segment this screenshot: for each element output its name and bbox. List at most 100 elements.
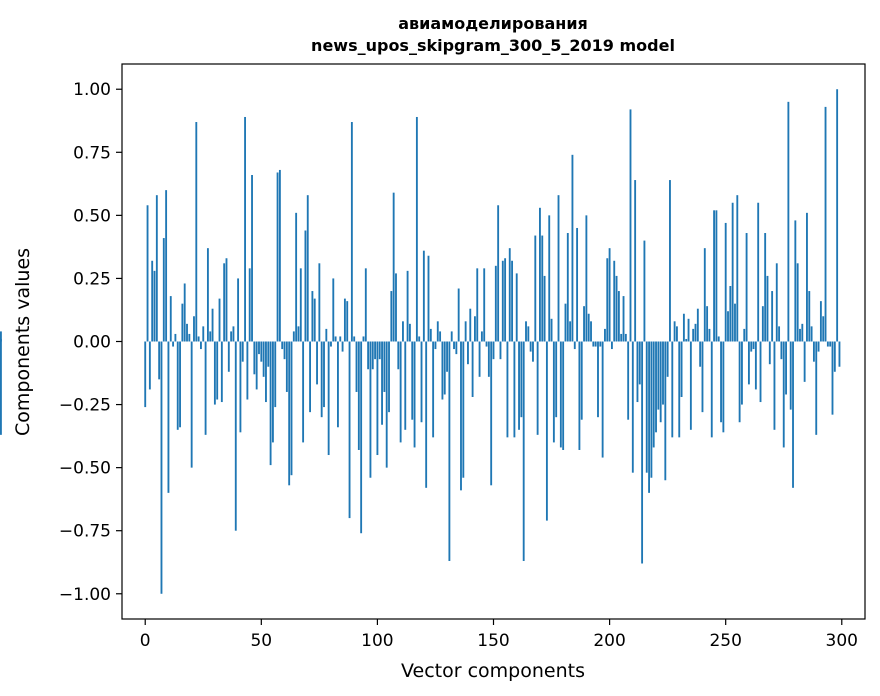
bar: [541, 235, 544, 342]
bar: [278, 169, 281, 342]
bar: [578, 341, 581, 450]
bar: [831, 341, 834, 415]
bar: [330, 341, 332, 347]
bar: [420, 341, 423, 423]
bar: [350, 122, 353, 342]
bar: [316, 341, 318, 385]
bar: [671, 341, 674, 438]
bar: [631, 341, 634, 473]
bar: [234, 341, 237, 531]
bar: [265, 341, 267, 403]
bar: [710, 341, 713, 438]
y-tick-label: −0.75: [59, 522, 111, 542]
bar: [613, 260, 616, 342]
bar: [833, 341, 836, 372]
bar: [694, 323, 697, 342]
bar: [422, 250, 425, 342]
bar: [608, 248, 611, 342]
bar: [406, 270, 409, 342]
bar: [320, 341, 323, 418]
bar: [504, 258, 507, 342]
bar: [332, 278, 335, 342]
y-axis-ticks: 1.00 0.75 0.50 0.25 0.00 −0.25 −0.50 −0.75 −1.00: [59, 80, 122, 605]
bar: [662, 341, 664, 405]
bar: [165, 190, 168, 342]
bar: [429, 328, 432, 342]
bar: [364, 268, 367, 342]
bar: [408, 323, 411, 342]
bar: [736, 195, 739, 342]
bar: [590, 321, 592, 342]
bar: [376, 341, 379, 456]
bar: [148, 341, 151, 390]
bar: [274, 341, 277, 408]
bar: [227, 341, 230, 372]
bar: [576, 227, 579, 342]
bar: [599, 341, 602, 347]
bar: [734, 303, 736, 342]
bar: [550, 318, 553, 342]
bar: [197, 336, 200, 342]
bar: [492, 341, 495, 360]
bar: [617, 291, 620, 342]
bar: [494, 265, 497, 342]
bar: [299, 268, 302, 342]
bar: [587, 313, 590, 342]
bar: [731, 202, 734, 342]
bar: [441, 341, 444, 400]
bar: [193, 316, 195, 342]
bar: [369, 341, 372, 478]
bar: [768, 341, 771, 365]
bar: [246, 341, 249, 400]
bar: [292, 331, 295, 342]
x-axis-ticks: 0 50 100 150 200 250 300: [140, 619, 858, 651]
bar: [206, 248, 209, 342]
bar: [708, 328, 711, 342]
bar: [838, 341, 841, 367]
bar: [211, 308, 214, 342]
y-tick-label: −0.25: [59, 396, 111, 416]
bar: [819, 301, 822, 342]
bar: [680, 341, 683, 397]
bar: [457, 288, 460, 342]
bar: [346, 301, 349, 342]
bar: [515, 273, 518, 342]
bar: [313, 298, 316, 342]
bar: [195, 122, 198, 342]
bar: [724, 222, 727, 342]
bar: [785, 341, 787, 395]
bar: [826, 341, 829, 347]
bar: [585, 215, 588, 342]
bar: [650, 341, 653, 478]
bar: [752, 341, 755, 350]
bar: [569, 321, 572, 342]
bar: [557, 195, 560, 342]
bar: [799, 328, 801, 342]
bar: [508, 248, 511, 342]
bar: [664, 341, 667, 481]
x-tick-label: 300: [826, 631, 858, 651]
bar: [761, 306, 764, 342]
y-tick-label: 0.25: [73, 269, 111, 289]
bar: [390, 291, 393, 342]
bar: [262, 341, 265, 377]
bar: [176, 341, 179, 430]
bar: [564, 303, 567, 342]
bar: [747, 341, 750, 385]
bar: [385, 341, 388, 468]
bar: [158, 341, 161, 380]
bar: [276, 172, 279, 342]
bar: [474, 316, 476, 342]
bar: [200, 341, 202, 350]
bar: [775, 263, 778, 342]
bar: [548, 215, 551, 342]
bar: [824, 106, 827, 342]
bar: [727, 311, 729, 342]
bar: [722, 341, 725, 433]
bar: [780, 341, 783, 360]
bar: [829, 341, 832, 347]
bar: [559, 341, 562, 448]
bar: [223, 263, 226, 342]
bar: [269, 341, 272, 466]
bar: [181, 303, 184, 342]
